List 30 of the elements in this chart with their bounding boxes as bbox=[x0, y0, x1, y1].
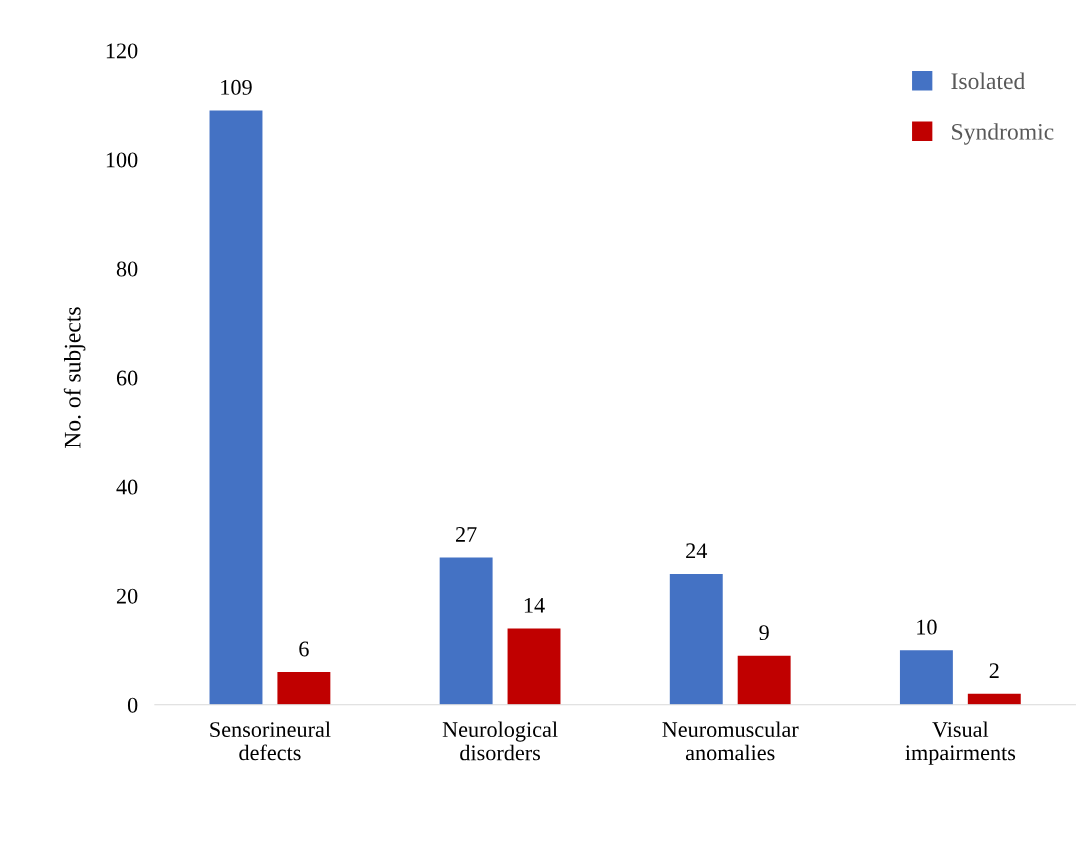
bar bbox=[669, 573, 723, 705]
bar bbox=[209, 110, 263, 705]
bar bbox=[967, 693, 1021, 705]
y-tick-label: 60 bbox=[116, 370, 138, 386]
data-label: 6 bbox=[299, 641, 309, 657]
x-tick-label: Sensorineural defects bbox=[210, 721, 331, 761]
bar bbox=[899, 650, 953, 705]
legend-label: Isolated bbox=[951, 72, 1025, 90]
x-tick-label: Visual impairments bbox=[905, 721, 1016, 765]
data-label: 10 bbox=[917, 619, 937, 635]
bar bbox=[507, 628, 561, 705]
x-tick-label: Neuromuscular anomalies bbox=[662, 721, 799, 761]
data-label: 27 bbox=[455, 526, 477, 542]
y-tick-label: 80 bbox=[116, 261, 138, 277]
data-label: 2 bbox=[989, 663, 999, 679]
data-label: 109 bbox=[221, 79, 252, 95]
data-label: 9 bbox=[759, 625, 769, 641]
y-axis-title: No. of subjects bbox=[63, 307, 86, 449]
legend-label: Syndromic bbox=[952, 123, 1054, 145]
bar bbox=[277, 672, 331, 705]
x-tick-label: Neurological disorders bbox=[442, 721, 558, 761]
y-tick-label: 100 bbox=[106, 152, 138, 168]
data-label: 14 bbox=[524, 597, 545, 613]
bar bbox=[737, 655, 791, 705]
y-tick-label: 40 bbox=[116, 479, 138, 495]
y-tick-label: 120 bbox=[106, 43, 138, 59]
data-label: 24 bbox=[686, 543, 708, 559]
bar bbox=[439, 557, 493, 705]
y-tick-label: 0 bbox=[127, 697, 138, 713]
y-tick-label: 20 bbox=[116, 588, 138, 604]
